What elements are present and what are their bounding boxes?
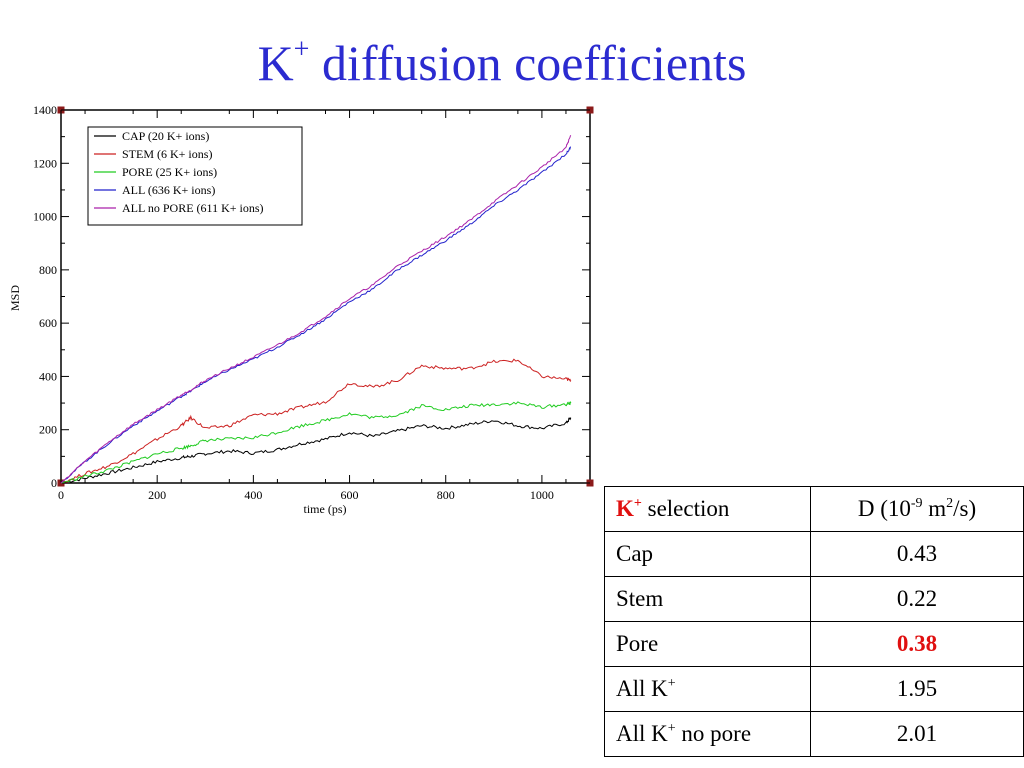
x-tick-label: 1000 xyxy=(530,488,554,502)
y-tick-label: 1400 xyxy=(33,103,57,117)
table-row: All K+ 1.95 xyxy=(604,666,1024,712)
row-value-highlight: 0.38 xyxy=(810,621,1024,667)
row-value: 1.95 xyxy=(810,666,1024,712)
x-axis-label: time (ps) xyxy=(304,502,347,516)
row-value: 0.22 xyxy=(810,576,1024,622)
y-tick-label: 1200 xyxy=(33,156,57,170)
series-lines xyxy=(60,135,572,484)
y-tick-label: 0 xyxy=(51,476,57,490)
msd-chart: 0 200 400 600 800 1000 0 200 400 600 800 1000 1200 14… xyxy=(8,103,594,516)
header-k-sup: + xyxy=(633,496,642,511)
row-label: Pore xyxy=(604,621,811,667)
x-tick-label: 200 xyxy=(148,488,166,502)
title-k: K xyxy=(257,35,294,91)
row-value: 0.43 xyxy=(810,531,1024,577)
header-d-mid: m xyxy=(922,496,947,521)
row-label: Stem xyxy=(604,576,811,622)
header-selection: K+ selection xyxy=(604,486,811,532)
slide-title: K+ diffusion coefficients xyxy=(0,20,1004,93)
series-line xyxy=(60,401,572,484)
axis-ticks: 0 200 400 600 800 1000 0 200 400 600 800 1000 1200 14… xyxy=(33,103,590,502)
y-tick-label: 800 xyxy=(39,263,57,277)
x-tick-label: 0 xyxy=(58,488,64,502)
legend-entry: PORE (25 K+ ions) xyxy=(122,165,217,179)
header-selection-rest: selection xyxy=(641,496,730,521)
y-tick-label: 400 xyxy=(39,369,57,383)
x-tick-label: 600 xyxy=(341,488,359,502)
legend-entry: ALL no PORE (611 K+ ions) xyxy=(122,201,264,215)
y-axis-label: MSD xyxy=(8,285,22,311)
x-tick-label: 400 xyxy=(244,488,262,502)
table-header-row: K+ selection D (10-9 m2/s) xyxy=(604,486,1024,532)
header-d-prefix: D (10 xyxy=(857,496,911,521)
legend-entry: ALL (636 K+ ions) xyxy=(122,183,215,197)
table-row: All K+ no pore 2.01 xyxy=(604,711,1024,757)
row-label-rest: no pore xyxy=(675,721,752,746)
title-sup: + xyxy=(293,34,310,65)
title-rest: diffusion coefficients xyxy=(309,35,747,91)
y-tick-label: 200 xyxy=(39,423,57,437)
x-tick-label: 800 xyxy=(437,488,455,502)
series-line xyxy=(60,135,572,484)
row-label-sup: + xyxy=(667,676,676,691)
row-value: 2.01 xyxy=(810,711,1024,757)
legend-entry: STEM (6 K+ ions) xyxy=(122,147,212,161)
header-d-exp: -9 xyxy=(910,496,923,511)
series-line xyxy=(60,358,572,484)
legend-box xyxy=(87,126,303,226)
row-label-text: All K xyxy=(616,676,668,701)
table-row: Pore 0.38 xyxy=(604,621,1024,667)
series-line xyxy=(60,417,572,484)
header-k: K xyxy=(616,496,634,521)
header-d-exp2: 2 xyxy=(946,496,954,511)
row-label-text: All K xyxy=(616,721,668,746)
header-d: D (10-9 m2/s) xyxy=(810,486,1024,532)
table-row: Cap 0.43 xyxy=(604,531,1024,577)
row-label-sup: + xyxy=(667,721,676,736)
y-tick-label: 1000 xyxy=(33,210,57,224)
series-line xyxy=(60,146,572,484)
diffusion-table: K+ selection D (10-9 m2/s) Cap 0.43 Stem… xyxy=(604,486,1024,757)
header-d-suffix: /s) xyxy=(953,496,977,521)
row-label: All K+ xyxy=(604,666,811,712)
row-label: Cap xyxy=(604,531,811,577)
legend: CAP (20 K+ ions) STEM (6 K+ ions) PORE (25… xyxy=(87,126,303,226)
row-label: All K+ no pore xyxy=(604,711,811,757)
row-label-text: Stem xyxy=(616,586,664,611)
legend-entry: CAP (20 K+ ions) xyxy=(122,129,209,143)
row-label-text: Pore xyxy=(616,631,659,656)
table-row: Stem 0.22 xyxy=(604,576,1024,622)
y-tick-label: 600 xyxy=(39,316,57,330)
row-label-text: Cap xyxy=(616,541,654,566)
